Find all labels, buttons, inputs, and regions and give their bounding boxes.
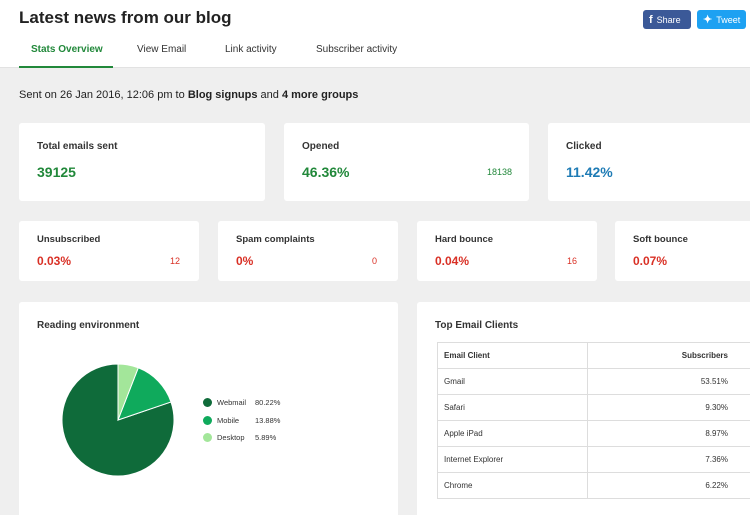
stat-card-spam[interactable]: Spam complaints 0% 0 [218,221,398,281]
stat-card-clicked[interactable]: Clicked 11.42% [548,123,750,201]
stat-value: 0.04% [435,254,470,268]
twitter-tweet-label: Tweet [716,14,741,25]
legend-value: 13.88% [255,416,281,425]
tab-link-activity[interactable]: Link activity [225,44,277,55]
legend-item-webmail: Webmail 80.22% [203,398,280,407]
facebook-share-button[interactable]: f Share [643,10,691,29]
table-row: Gmail 53.51% [436,368,750,395]
legend-label: Webmail [217,398,247,407]
more-groups-link[interactable]: 4 more groups [281,89,359,101]
stat-label: Hard bounce [435,234,494,245]
legend-swatch [203,433,212,442]
client-share: 53.51% [587,368,750,395]
pie-slice-desktop [117,363,139,421]
legend-label: Mobile [217,416,240,425]
stat-count: 18138 [487,167,513,177]
pie-slice-webmail [61,363,175,477]
active-tab-indicator [19,66,113,68]
stat-value: 0.03% [37,254,72,268]
column-header-subscribers[interactable]: Subscribers [587,342,750,369]
tab-view-email[interactable]: View Email [137,44,187,55]
sent-connector: and [260,89,279,101]
client-name: Apple iPad [436,420,589,447]
legend-item-desktop: Desktop 5.89% [203,433,276,442]
page-title: Latest news from our blog [19,8,232,27]
stat-label: Spam complaints [236,234,315,245]
facebook-icon: f [649,13,653,26]
client-name: Internet Explorer [436,446,589,473]
stat-value: 0% [236,254,254,268]
stat-card-opened[interactable]: Opened 46.36% 18138 [284,123,529,201]
stat-count: 0 [372,256,378,266]
tab-subscriber-activity[interactable]: Subscriber activity [316,44,398,55]
facebook-share-label: Share [656,14,681,25]
stat-label: Unsubscribed [37,234,101,245]
tab-stats-overview[interactable]: Stats Overview [31,44,103,55]
client-share: 7.36% [587,446,750,473]
client-name: Chrome [436,472,589,499]
sent-prefix: Sent on 26 Jan 2016, 12:06 pm to [19,89,185,101]
twitter-bird-icon: ✦ [703,14,713,26]
sent-info: Sent on 26 Jan 2016, 12:06 pm to Blog si… [19,89,358,101]
stat-count: 16 [567,256,578,266]
legend-label: Desktop [217,433,245,442]
sent-group-link[interactable]: Blog signups [187,89,258,101]
stat-card-hard-bounce[interactable]: Hard bounce 0.04% 16 [417,221,597,281]
stat-value: 0.07% [633,254,668,268]
stat-card-soft-bounce[interactable]: Soft bounce 0.07% [615,221,750,281]
stat-value: 46.36% [302,164,350,180]
legend-swatch [203,416,212,425]
table-row: Chrome 6.22% [436,472,750,499]
column-header-client[interactable]: Email Client [436,342,589,369]
legend-swatch [203,398,212,407]
stat-label: Clicked [566,141,602,152]
page-header: Latest news from our blog f Share ✦ Twee… [0,0,750,68]
client-share: 8.97% [587,420,750,447]
twitter-tweet-button[interactable]: ✦ Tweet [697,10,746,29]
legend-item-mobile: Mobile 13.88% [203,416,280,425]
table-row: Apple iPad 8.97% [436,420,750,447]
client-share: 9.30% [587,394,750,421]
stat-card-total-sent: Total emails sent 39125 [19,123,265,201]
stat-value: 39125 [37,164,76,180]
client-name: Safari [436,394,589,421]
table-row: Internet Explorer 7.36% [436,446,750,473]
reading-environment-pie-chart [61,363,175,477]
client-name: Gmail [436,368,589,395]
table-header-row: Email Client Subscribers [436,342,750,369]
table-row: Safari 9.30% [436,394,750,421]
stat-value: 11.42% [566,164,613,180]
stat-label: Total emails sent [37,141,118,152]
client-share: 6.22% [587,472,750,499]
stat-label: Soft bounce [633,234,688,245]
legend-value: 5.89% [255,433,277,442]
panel-title: Top Email Clients [435,320,519,331]
stat-label: Opened [302,141,340,152]
stat-count: 12 [170,256,181,266]
legend-value: 80.22% [255,398,281,407]
panel-title: Reading environment [37,320,140,331]
stat-card-unsubscribed[interactable]: Unsubscribed 0.03% 12 [19,221,199,281]
email-clients-table: Email Client Subscribers Gmail 53.51% Sa… [436,342,750,499]
